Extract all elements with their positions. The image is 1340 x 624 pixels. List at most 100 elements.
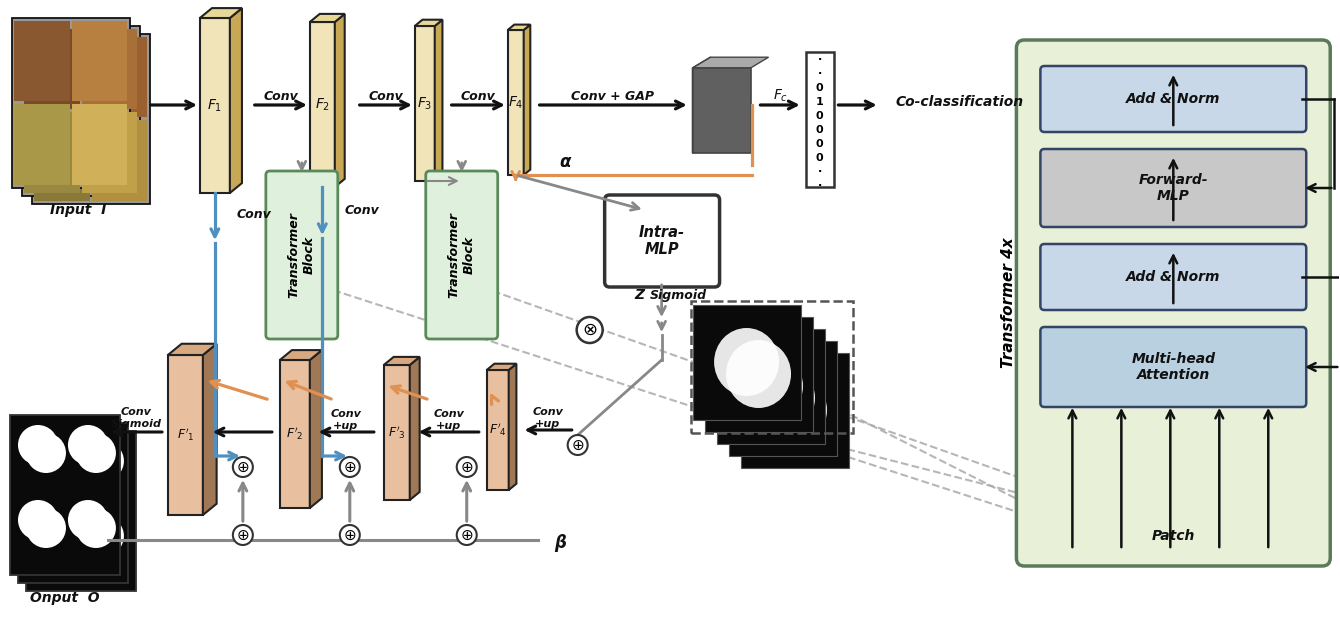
FancyBboxPatch shape (426, 171, 497, 339)
Circle shape (568, 435, 588, 455)
Text: Conv
+up: Conv +up (433, 409, 464, 431)
Polygon shape (168, 355, 202, 515)
Text: 1: 1 (816, 97, 823, 107)
FancyBboxPatch shape (1040, 327, 1306, 407)
Circle shape (233, 525, 253, 545)
Circle shape (457, 525, 477, 545)
Circle shape (76, 508, 117, 548)
Bar (705, 317, 812, 432)
Text: $F'_2$: $F'_2$ (285, 426, 304, 442)
Bar (21, 26, 139, 196)
Ellipse shape (726, 340, 791, 408)
Bar (9, 415, 121, 575)
Polygon shape (383, 357, 419, 365)
Text: ·: · (817, 167, 821, 177)
Text: Conv: Conv (344, 203, 379, 217)
Text: $F_3$: $F_3$ (417, 95, 433, 112)
Text: Add & Norm: Add & Norm (1126, 92, 1221, 106)
Bar (17, 423, 127, 583)
Circle shape (457, 457, 477, 477)
Bar (13, 104, 70, 185)
Polygon shape (693, 57, 710, 153)
Circle shape (68, 500, 109, 540)
Bar (25, 431, 135, 591)
Text: Add & Norm: Add & Norm (1126, 270, 1221, 284)
Polygon shape (410, 357, 419, 500)
Polygon shape (168, 344, 217, 355)
Circle shape (340, 525, 360, 545)
Text: Conv: Conv (237, 208, 272, 222)
Text: Transformer
Block: Transformer Block (448, 212, 476, 298)
Text: Intra-
MLP: Intra- MLP (639, 225, 685, 257)
Bar (92, 37, 147, 117)
Bar (13, 21, 70, 101)
FancyBboxPatch shape (1040, 244, 1306, 310)
Text: ·: · (817, 55, 821, 65)
Text: α: α (560, 153, 571, 171)
Circle shape (233, 457, 253, 477)
Bar (82, 112, 137, 193)
Text: Input  I: Input I (50, 203, 106, 217)
Polygon shape (486, 364, 516, 370)
Text: $F_1$: $F_1$ (208, 97, 222, 114)
Bar (805, 52, 833, 187)
Text: 0: 0 (816, 139, 823, 149)
Polygon shape (524, 24, 531, 175)
Polygon shape (415, 20, 442, 26)
Ellipse shape (714, 328, 779, 396)
Text: Transformer
Block: Transformer Block (288, 212, 316, 298)
Circle shape (84, 516, 123, 556)
Circle shape (34, 441, 74, 481)
Text: Z: Z (635, 288, 645, 302)
Polygon shape (693, 57, 769, 68)
FancyBboxPatch shape (265, 171, 338, 339)
Text: Conv
+up: Conv +up (331, 409, 362, 431)
Text: $\oplus$: $\oplus$ (460, 527, 473, 542)
Text: $\oplus$: $\oplus$ (343, 459, 356, 474)
Circle shape (68, 425, 109, 465)
Bar (92, 120, 147, 201)
Polygon shape (509, 364, 516, 490)
FancyBboxPatch shape (604, 195, 720, 287)
FancyBboxPatch shape (1017, 40, 1331, 566)
Circle shape (76, 433, 117, 473)
Text: Sigmoid: Sigmoid (650, 288, 706, 301)
Text: Conv: Conv (461, 90, 494, 104)
Text: Conv: Conv (264, 90, 299, 104)
Bar (34, 120, 90, 201)
Text: Conv
+up: Conv +up (532, 407, 563, 429)
Bar (717, 329, 824, 444)
Text: $\oplus$: $\oplus$ (571, 437, 584, 452)
Text: $\oplus$: $\oplus$ (236, 527, 249, 542)
Circle shape (576, 317, 603, 343)
FancyBboxPatch shape (1040, 66, 1306, 132)
Polygon shape (280, 360, 310, 508)
Polygon shape (202, 344, 217, 515)
Text: ·: · (817, 181, 821, 191)
Text: $\oplus$: $\oplus$ (236, 459, 249, 474)
Polygon shape (383, 365, 410, 500)
Circle shape (25, 433, 66, 473)
Bar (741, 353, 848, 468)
Text: Conv + GAP: Conv + GAP (571, 89, 654, 102)
Text: Patch: Patch (1151, 529, 1195, 543)
Text: ·: · (817, 69, 821, 79)
Polygon shape (230, 8, 243, 193)
Ellipse shape (762, 376, 827, 444)
Circle shape (17, 500, 58, 540)
Text: Onput  O: Onput O (31, 591, 99, 605)
Polygon shape (415, 26, 434, 181)
Bar (32, 34, 150, 204)
Text: $F'_3$: $F'_3$ (387, 424, 406, 441)
Text: 0: 0 (816, 153, 823, 163)
Polygon shape (200, 8, 243, 18)
Bar (82, 29, 137, 109)
Text: Multi-head
Attention: Multi-head Attention (1131, 352, 1215, 382)
Circle shape (340, 457, 360, 477)
Text: Forward-
MLP: Forward- MLP (1139, 173, 1209, 203)
Text: $F_2$: $F_2$ (315, 96, 330, 113)
Bar (24, 112, 80, 193)
Polygon shape (310, 350, 322, 508)
Text: $\otimes$: $\otimes$ (582, 321, 598, 339)
Circle shape (34, 516, 74, 556)
